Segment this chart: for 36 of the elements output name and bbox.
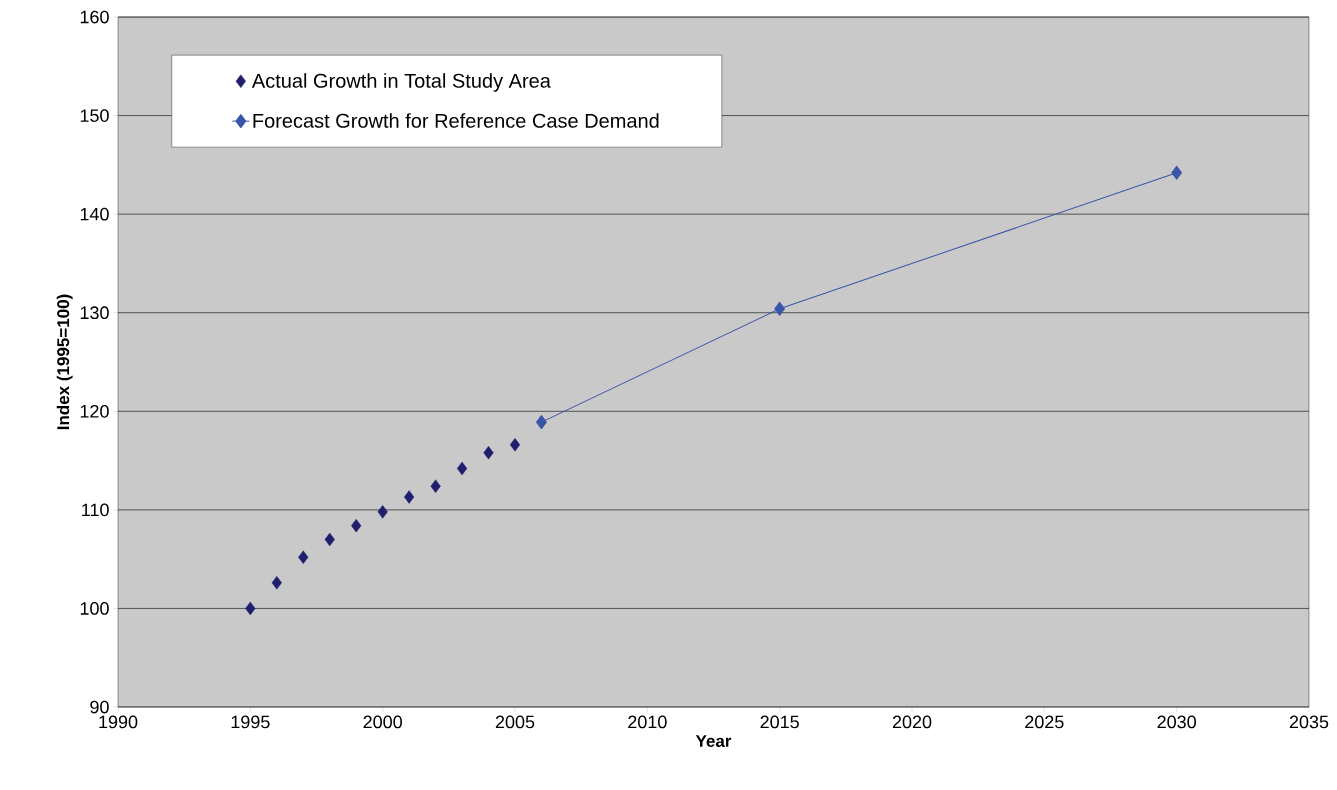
point — [536, 415, 547, 430]
point — [351, 518, 362, 533]
point — [377, 505, 388, 519]
x-tick-label: 2005 — [495, 715, 535, 729]
point — [298, 550, 309, 564]
y-tick-label: 110 — [82, 503, 109, 517]
y-tick-label: 120 — [80, 404, 109, 418]
x-tick-label: 2020 — [892, 715, 932, 729]
y-tick-label: 90 — [90, 700, 109, 714]
point — [483, 445, 494, 460]
legend-label: Forecast Growth for Reference Case Demand — [253, 113, 659, 128]
legend-label: Actual Growth in Total Study Area — [251, 73, 551, 92]
y-tick-label: 150 — [80, 109, 109, 122]
point — [430, 479, 441, 493]
x-tick-label: 2000 — [363, 715, 402, 729]
point — [271, 576, 282, 590]
x-tick-label: 2015 — [760, 715, 799, 729]
x-tick-label: 2010 — [628, 715, 667, 729]
point — [404, 490, 415, 504]
x-tick-label: 1995 — [231, 715, 270, 729]
y-tick-label: 130 — [80, 306, 109, 320]
y-tick-label: 100 — [80, 602, 109, 615]
x-tick-label: 2030 — [1157, 715, 1196, 729]
point — [245, 601, 256, 616]
point — [774, 301, 786, 316]
point — [1171, 165, 1183, 180]
x-tick-label: 2035 — [1289, 715, 1329, 729]
point — [456, 461, 468, 476]
x-tick-label: 2025 — [1025, 715, 1064, 729]
y-axis-title: Index (1995=100) — [56, 294, 73, 430]
point — [509, 438, 521, 452]
x-tick-label: 1990 — [99, 715, 138, 729]
y-tick-label: 160 — [80, 10, 109, 24]
x-axis-title: Year — [695, 735, 732, 748]
y-tick-label: 140 — [80, 207, 109, 221]
point — [324, 532, 335, 547]
